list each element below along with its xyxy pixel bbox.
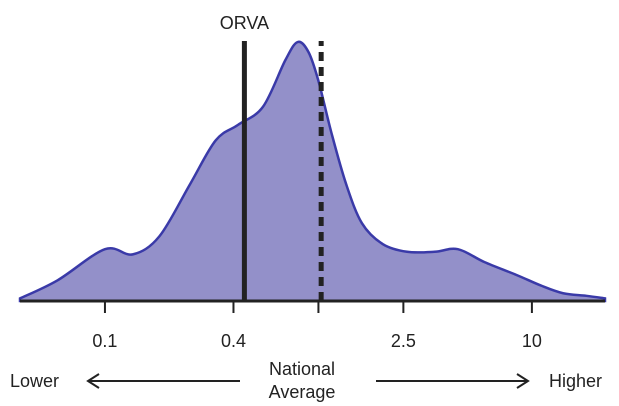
lower-label: Lower xyxy=(10,371,59,391)
average-label: Average xyxy=(269,382,336,402)
orva-label: ORVA xyxy=(220,13,269,33)
density-area xyxy=(20,42,605,301)
x-tick-label: 2.5 xyxy=(391,331,416,351)
x-tick-label: 0.4 xyxy=(221,331,246,351)
x-tick-label: 10 xyxy=(522,331,542,351)
x-tick-label: 0.1 xyxy=(92,331,117,351)
national-label: National xyxy=(269,359,335,379)
higher-label: Higher xyxy=(549,371,602,391)
